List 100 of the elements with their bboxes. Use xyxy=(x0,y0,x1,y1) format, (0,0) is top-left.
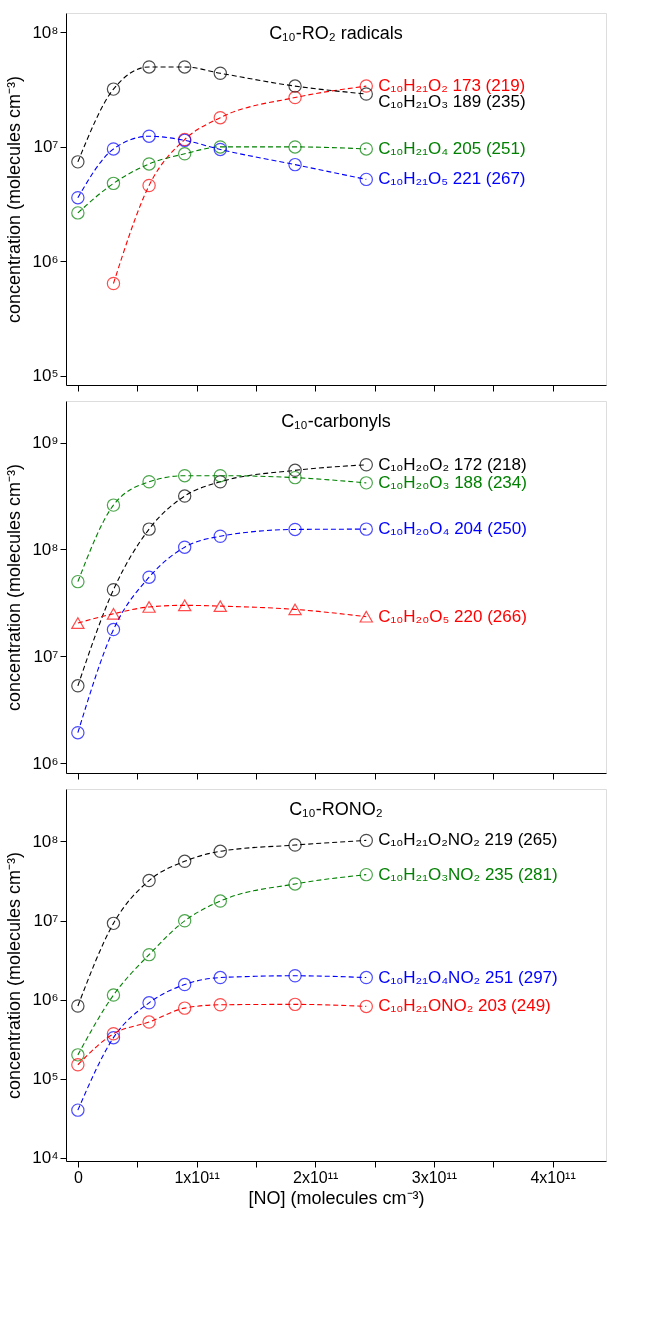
point xyxy=(288,157,302,172)
point xyxy=(359,476,373,490)
point xyxy=(71,1048,85,1062)
point xyxy=(142,178,156,193)
point xyxy=(142,873,156,888)
y-tick-label: 10⁸ xyxy=(32,831,59,851)
point xyxy=(359,87,373,101)
point xyxy=(288,522,302,537)
point xyxy=(106,1030,121,1045)
y-tick-label: 10⁷ xyxy=(33,911,59,930)
point xyxy=(213,110,228,125)
point xyxy=(359,610,373,623)
point xyxy=(359,867,373,882)
x-tick-label: 4x10¹¹ xyxy=(530,1168,576,1186)
x-tick-label: 3x10¹¹ xyxy=(411,1168,458,1186)
point xyxy=(142,996,156,1010)
point xyxy=(288,838,302,852)
point xyxy=(288,79,302,93)
point xyxy=(106,622,121,637)
series-label: C₁₀H₂₁O₂ 173 (219) xyxy=(378,76,526,96)
point xyxy=(106,276,121,291)
series-label: C₁₀H₂₀O₄ 204 (250) xyxy=(378,519,527,539)
point xyxy=(177,468,192,483)
point xyxy=(106,82,121,96)
y-tick-label: 10⁶ xyxy=(32,251,59,271)
y-axis-title: concentration (molecules cm⁻³) xyxy=(4,851,25,1100)
point xyxy=(142,570,156,584)
point xyxy=(177,977,192,992)
point xyxy=(142,157,156,171)
text: C₁₀-RONO₂ xyxy=(289,799,383,819)
point xyxy=(177,599,192,612)
point xyxy=(106,1027,121,1041)
x-tick-label: 0 xyxy=(73,1168,83,1186)
point xyxy=(359,999,373,1014)
x-axis-title: [NO] (molecules cm⁻³) xyxy=(248,1187,425,1208)
series-label: C₁₀H₂₁O₄ 205 (251) xyxy=(378,138,526,158)
point xyxy=(359,970,373,985)
point xyxy=(71,206,85,220)
series-label: C₁₀H₂₁ONO₂ 203 (249) xyxy=(378,996,551,1016)
y-tick-label: 10⁷ xyxy=(33,646,59,666)
point xyxy=(106,607,121,620)
point xyxy=(142,601,156,613)
point xyxy=(177,1001,192,1015)
point xyxy=(177,854,192,869)
point xyxy=(177,540,192,554)
point xyxy=(288,877,302,891)
point xyxy=(359,142,373,156)
point xyxy=(71,1103,85,1117)
point xyxy=(71,725,85,740)
point xyxy=(71,574,85,589)
point xyxy=(177,147,192,161)
y-tick-label: 10⁸ xyxy=(32,539,59,559)
point xyxy=(71,1058,85,1072)
y-tick-label: 10⁴ xyxy=(32,1148,59,1168)
point xyxy=(288,470,302,485)
point xyxy=(359,833,373,848)
point xyxy=(359,172,373,187)
y-tick-label: 10⁵ xyxy=(32,1069,59,1089)
y-tick-label: 10⁸ xyxy=(32,22,59,42)
point xyxy=(213,475,228,489)
point xyxy=(213,529,228,543)
point xyxy=(106,142,121,156)
y-axis-title: concentration (molecules cm⁻³) xyxy=(4,75,25,324)
point xyxy=(106,988,121,1002)
point xyxy=(71,155,85,169)
x-tick-label: 1x10¹¹ xyxy=(174,1168,220,1186)
point xyxy=(359,522,373,536)
point xyxy=(177,914,192,928)
y-axis-title: concentration (molecules cm⁻³) xyxy=(4,463,25,712)
point xyxy=(142,1015,156,1029)
point xyxy=(71,617,85,629)
point xyxy=(359,458,373,472)
x-tick-label: 2x10¹¹ xyxy=(293,1168,339,1186)
point xyxy=(177,489,192,503)
series-label: C₁₀H₂₁O₅ 221 (267) xyxy=(378,169,526,189)
point xyxy=(142,129,156,143)
point xyxy=(106,498,121,512)
point xyxy=(288,90,302,105)
series-label: C₁₀H₂₁O₃NO₂ 235 (281) xyxy=(378,864,558,884)
point xyxy=(142,60,156,74)
point xyxy=(142,947,156,962)
point xyxy=(142,522,156,536)
series-label: C₁₀H₂₀O₅ 220 (266) xyxy=(378,606,527,626)
point xyxy=(359,79,373,93)
point xyxy=(213,998,228,1012)
point xyxy=(213,844,228,859)
text: C₁₀-carbonyls xyxy=(281,411,391,431)
series-label: C₁₀H₂₁O₂NO₂ 219 (265) xyxy=(378,830,558,850)
series-label: C₁₀H₂₀O₃ 188 (234) xyxy=(378,472,527,492)
point xyxy=(213,66,228,80)
point xyxy=(288,969,302,983)
point xyxy=(288,463,302,478)
point xyxy=(142,475,156,489)
point xyxy=(106,583,121,597)
point xyxy=(213,468,228,483)
y-tick-label: 10⁶ xyxy=(32,753,59,773)
point xyxy=(213,600,228,613)
series-label: C₁₀H₂₁O₄NO₂ 251 (297) xyxy=(378,967,558,987)
point xyxy=(106,176,121,191)
point xyxy=(288,140,302,154)
